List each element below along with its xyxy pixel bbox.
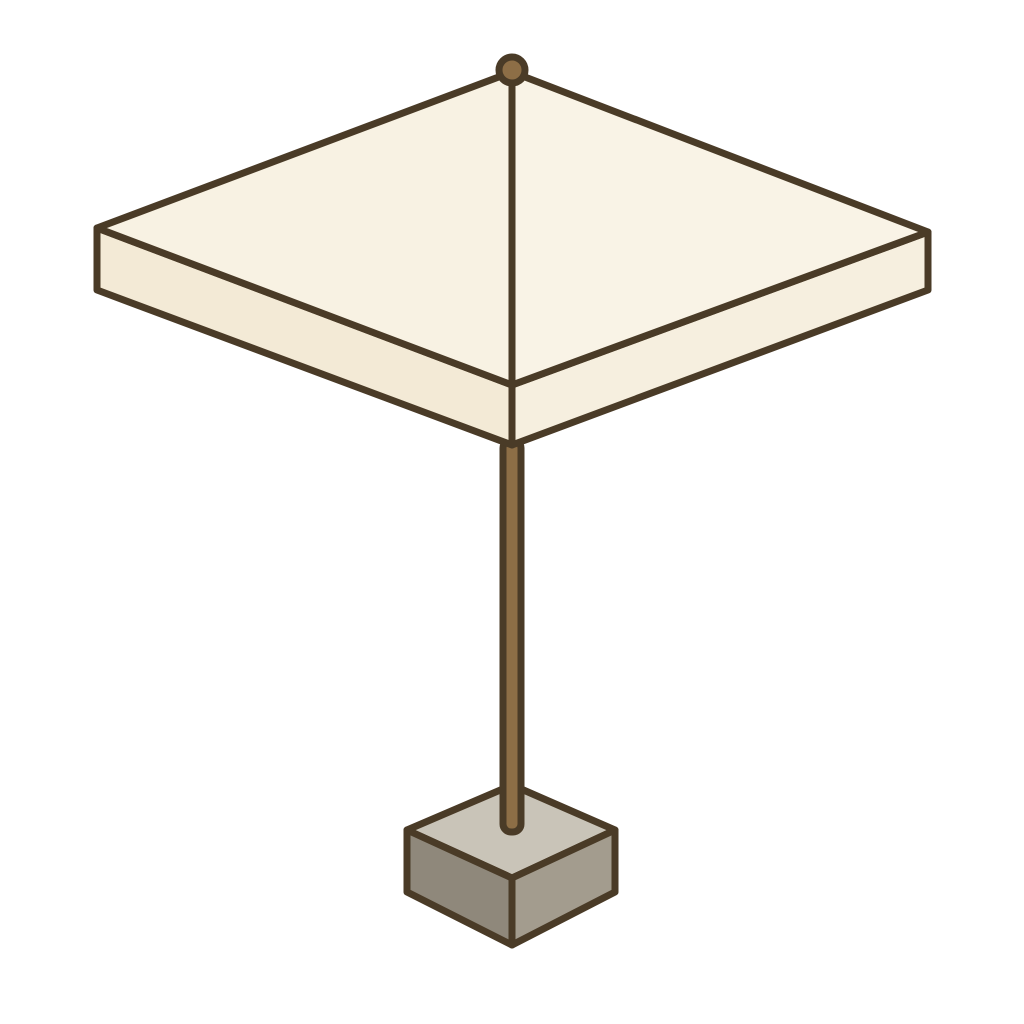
finial (495, 53, 529, 87)
pole (499, 436, 525, 836)
base-right-face (508, 826, 619, 949)
